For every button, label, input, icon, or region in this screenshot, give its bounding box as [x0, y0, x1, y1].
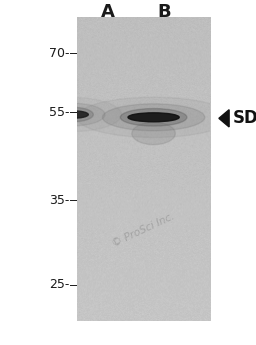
- Ellipse shape: [120, 109, 187, 126]
- Text: A: A: [101, 3, 114, 21]
- Text: SDPR: SDPR: [233, 109, 256, 127]
- Text: 35-: 35-: [49, 194, 69, 207]
- Text: 70-: 70-: [49, 47, 69, 60]
- Ellipse shape: [77, 97, 230, 137]
- Text: B: B: [157, 3, 171, 21]
- Text: 25-: 25-: [49, 278, 69, 291]
- Polygon shape: [219, 110, 229, 127]
- Ellipse shape: [50, 107, 93, 122]
- Ellipse shape: [128, 113, 179, 122]
- Ellipse shape: [132, 122, 175, 145]
- Ellipse shape: [102, 104, 205, 131]
- Ellipse shape: [22, 97, 122, 131]
- Ellipse shape: [38, 103, 105, 126]
- Text: © ProSci Inc.: © ProSci Inc.: [111, 211, 176, 249]
- Text: 55-: 55-: [49, 106, 69, 119]
- Ellipse shape: [55, 111, 88, 118]
